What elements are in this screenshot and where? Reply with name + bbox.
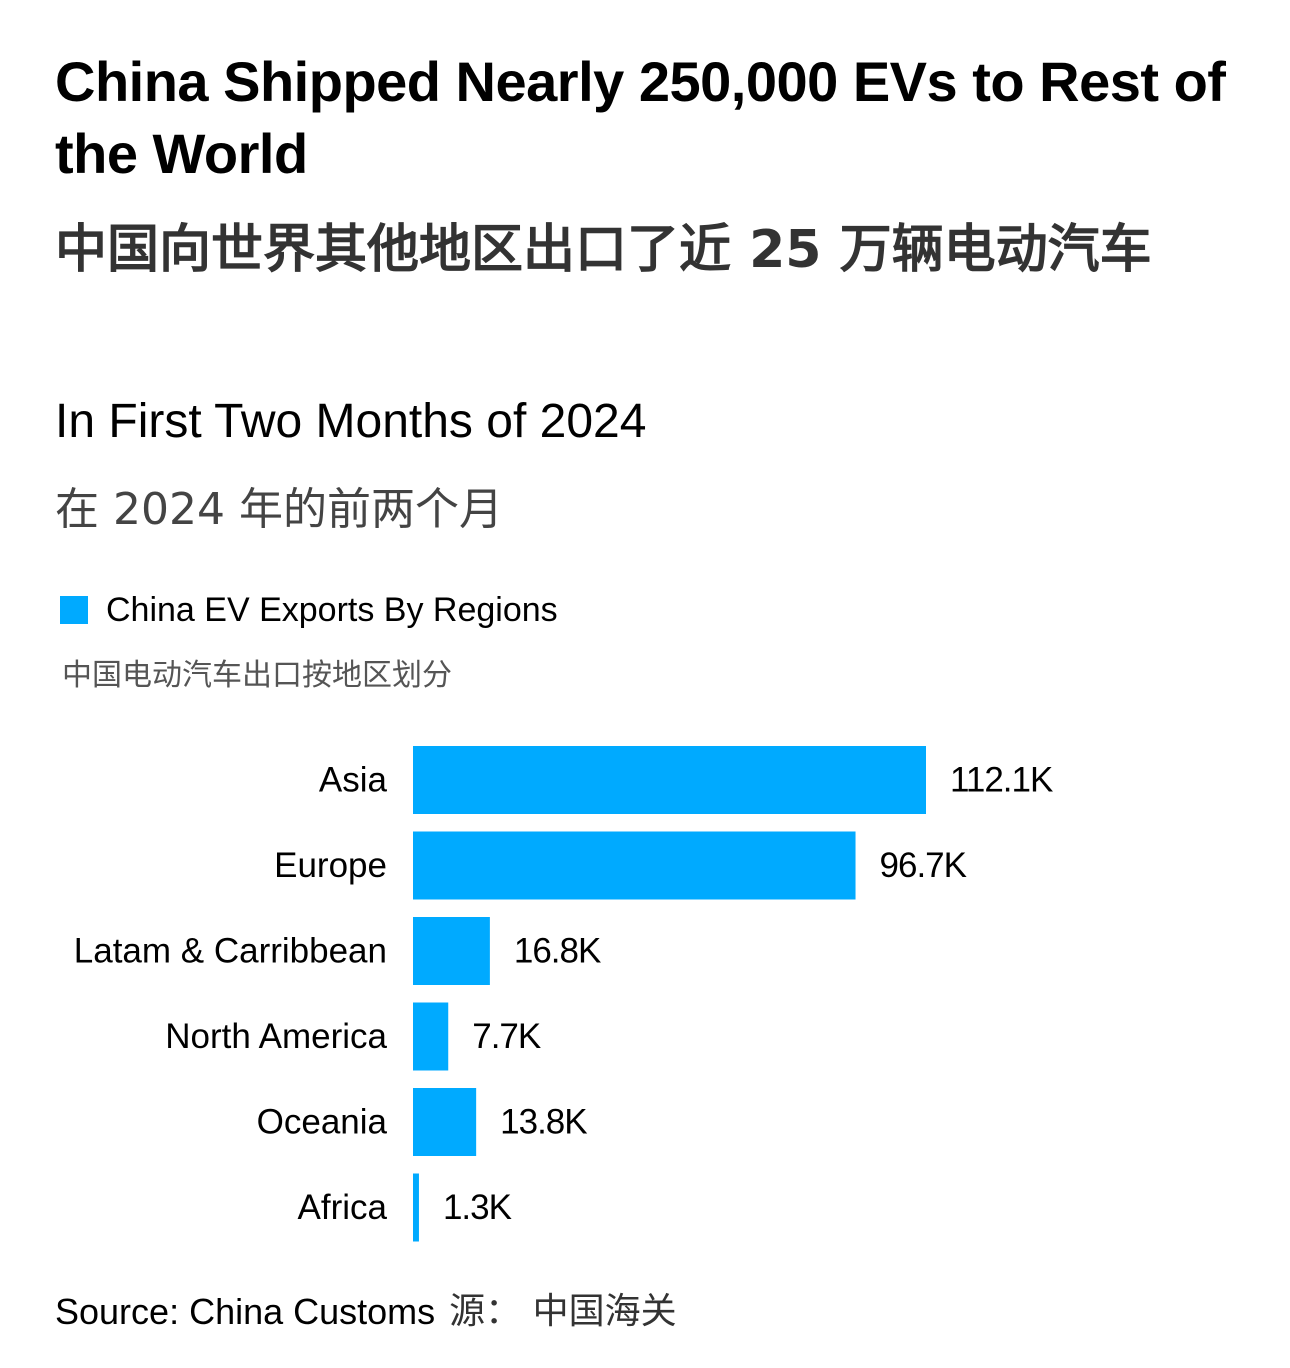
bar-latam-carribbean xyxy=(413,917,490,985)
chart-title: China Shipped Nearly 250,000 EVs to Rest… xyxy=(55,50,1226,185)
bar-oceania xyxy=(413,1088,477,1156)
value-label: 7.7K xyxy=(472,1017,541,1056)
bar-north-america xyxy=(413,1002,449,1071)
chart-title-chinese: 中国向世界其他地区出口了近 25 万辆电动汽车 xyxy=(55,220,1152,280)
chart-subtitle-chinese: 在 2024 年的前两个月 xyxy=(55,484,503,535)
legend-label: China EV Exports By Regions xyxy=(106,591,558,629)
value-label: 96.7K xyxy=(880,846,967,885)
bar-asia xyxy=(413,746,926,814)
category-label: Oceania xyxy=(257,1103,388,1142)
category-label: Europe xyxy=(274,846,387,885)
category-label: North America xyxy=(165,1017,387,1056)
category-label: Asia xyxy=(319,761,388,800)
category-label: Africa xyxy=(298,1188,388,1227)
value-label: 112.1K xyxy=(950,761,1053,800)
legend: China EV Exports By Regions xyxy=(60,588,558,632)
category-label: Latam & Carribbean xyxy=(74,932,387,971)
bar-africa xyxy=(413,1173,419,1242)
source-label: Source: China Customs xyxy=(55,1291,436,1332)
source-label-chinese: 源： 中国海关 xyxy=(449,1291,677,1332)
legend-label-chinese: 中国电动汽车出口按地区划分 xyxy=(62,658,452,693)
value-label: 1.3K xyxy=(443,1188,512,1227)
bar-europe xyxy=(413,831,856,900)
chart-subtitle: In First Two Months of 2024 xyxy=(55,395,647,448)
value-label: 16.8K xyxy=(514,932,601,971)
bar-chart: Asia 112.1K Europe 96.7K Latam & Carribbean 1… xyxy=(74,746,1054,1242)
value-label: 13.8K xyxy=(500,1103,587,1142)
source-note: Source: China Customs 源： 中国海关 xyxy=(55,1288,677,1336)
legend-swatch xyxy=(60,596,88,624)
